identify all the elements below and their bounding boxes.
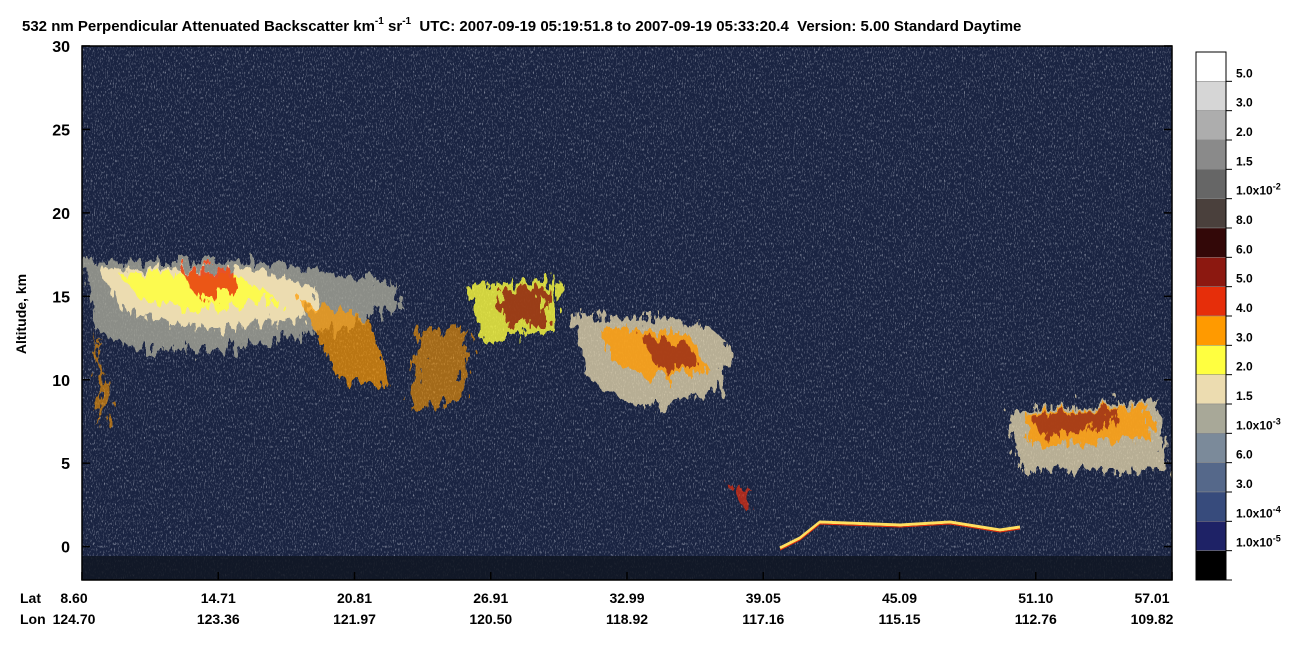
x-tick-label: 45.09 [882,590,917,606]
y-tick-label: 0 [61,540,70,557]
colorbar-cell [1195,257,1227,287]
y-tick-label: 10 [52,373,70,390]
y-tick-label: 25 [52,122,70,139]
colorbar-label-text: 1.0x10 [1236,506,1273,520]
x-tick-label: 39.05 [746,590,781,606]
y-tick-label: 5 [61,456,70,473]
colorbar-label-text: 3.0 [1236,477,1253,491]
y-tick-label: 20 [52,206,70,223]
colorbar-label: 1.5 [1236,154,1253,168]
x-tick-label: 112.76 [1015,611,1057,627]
colorbar-label: 1.0x10-2 [1236,182,1281,198]
x-tick-label: 51.10 [1018,590,1053,606]
x-tick-label: 121.97 [333,611,376,627]
colorbar-label-exp: -4 [1273,504,1281,514]
curtain-image [82,46,1172,580]
colorbar-label-text: 1.5 [1236,389,1253,403]
surface-return [779,523,1021,551]
colorbar-cell [1195,403,1227,434]
colorbar-label: 5.0 [1236,66,1253,80]
colorbar-label-exp: -2 [1273,182,1281,192]
colorbar-label: 1.0x10-4 [1236,504,1281,520]
colorbar-cell [1195,374,1227,405]
colorbar-cell [1195,315,1227,346]
colorbar-label: 8.0 [1236,213,1253,227]
colorbar-label-text: 1.0x10 [1236,536,1273,550]
colorbar-cell [1195,550,1227,581]
colorbar-cell [1195,286,1227,317]
colorbar-label-text: 2.0 [1236,125,1253,139]
surface-return [779,520,1021,550]
x-tick-label: 26.91 [473,590,508,606]
x-tick-label: 32.99 [609,590,644,606]
x-tick-label: 14.71 [201,590,236,606]
colorbar-label: 4.0 [1236,301,1253,315]
y-axis-label: Altitude, km [13,274,29,354]
colorbar-cell [1195,110,1227,141]
colorbar-label-text: 3.0 [1236,96,1253,110]
x-tick-label: 123.36 [197,611,240,627]
colorbar-label: 1.5 [1236,389,1253,403]
colorbar-label-text: 6.0 [1236,242,1253,256]
colorbar-label-text: 4.0 [1236,301,1253,315]
colorbar-label-text: 2.0 [1236,360,1253,374]
x-tick-label: 120.50 [469,611,512,627]
colorbar-label: 6.0 [1236,448,1253,462]
title-part: UTC: 2007-09-19 05:19:51.8 to 2007-09-19… [411,18,1021,35]
colorbar-label-text: 1.5 [1236,154,1253,168]
row-label: Lon [20,611,46,627]
x-tick-label: 115.15 [878,611,920,627]
row-label: Lat [20,590,41,606]
x-tick-label: 57.01 [1134,590,1169,606]
colorbar-label-text: 5.0 [1236,272,1253,286]
colorbar-cell [1195,139,1227,170]
x-tick-label: 118.92 [606,611,648,627]
colorbar-cell [1195,81,1227,111]
title-sup: -1 [375,16,384,27]
colorbar-label: 1.0x10-5 [1236,534,1281,550]
title-sup: -1 [402,16,411,27]
colorbar-cell [1195,462,1227,493]
colorbar-cell [1195,227,1227,258]
colorbar-label: 2.0 [1236,360,1253,374]
colorbar-cell [1195,433,1227,463]
colorbar-label: 3.0 [1236,330,1253,344]
colorbar-label-text: 1.0x10 [1236,184,1273,198]
colorbar-label-exp: -5 [1273,534,1281,544]
colorbar-label: 1.0x10-3 [1236,416,1281,432]
x-tick-label: 124.70 [53,611,96,627]
cloud-layer [84,262,1165,510]
x-tick-label: 8.60 [60,590,87,606]
colorbar-label-text: 5.0 [1236,66,1253,80]
title-part: 532 nm Perpendicular Attenuated Backscat… [22,18,375,35]
colorbar-cell [1195,169,1227,199]
colorbar-label: 3.0 [1236,96,1253,110]
title-part: sr [384,18,403,35]
colorbar-cell [1195,198,1227,229]
colorbar-cell [1195,521,1227,551]
x-tick-label: 109.82 [1131,611,1174,627]
colorbar-label: 2.0 [1236,125,1253,139]
colorbar-label: 6.0 [1236,242,1253,256]
colorbar-label-text: 1.0x10 [1236,418,1273,432]
y-tick-label: 30 [52,39,70,56]
colorbar-label-text: 3.0 [1236,330,1253,344]
colorbar-cell [1195,491,1227,522]
y-tick-label: 15 [52,289,70,306]
colorbar-cell [1195,345,1227,375]
x-tick-label: 117.16 [742,611,784,627]
colorbar-label-text: 8.0 [1236,213,1253,227]
colorbar-cell [1195,51,1227,82]
x-tick-label: 20.81 [337,590,372,606]
colorbar-label-text: 6.0 [1236,448,1253,462]
colorbar-frame [1195,51,1227,581]
colorbar-label: 3.0 [1236,477,1253,491]
chart-title: 532 nm Perpendicular Attenuated Backscat… [22,16,1021,35]
colorbar-label-exp: -3 [1273,416,1281,426]
colorbar-label: 5.0 [1236,272,1253,286]
